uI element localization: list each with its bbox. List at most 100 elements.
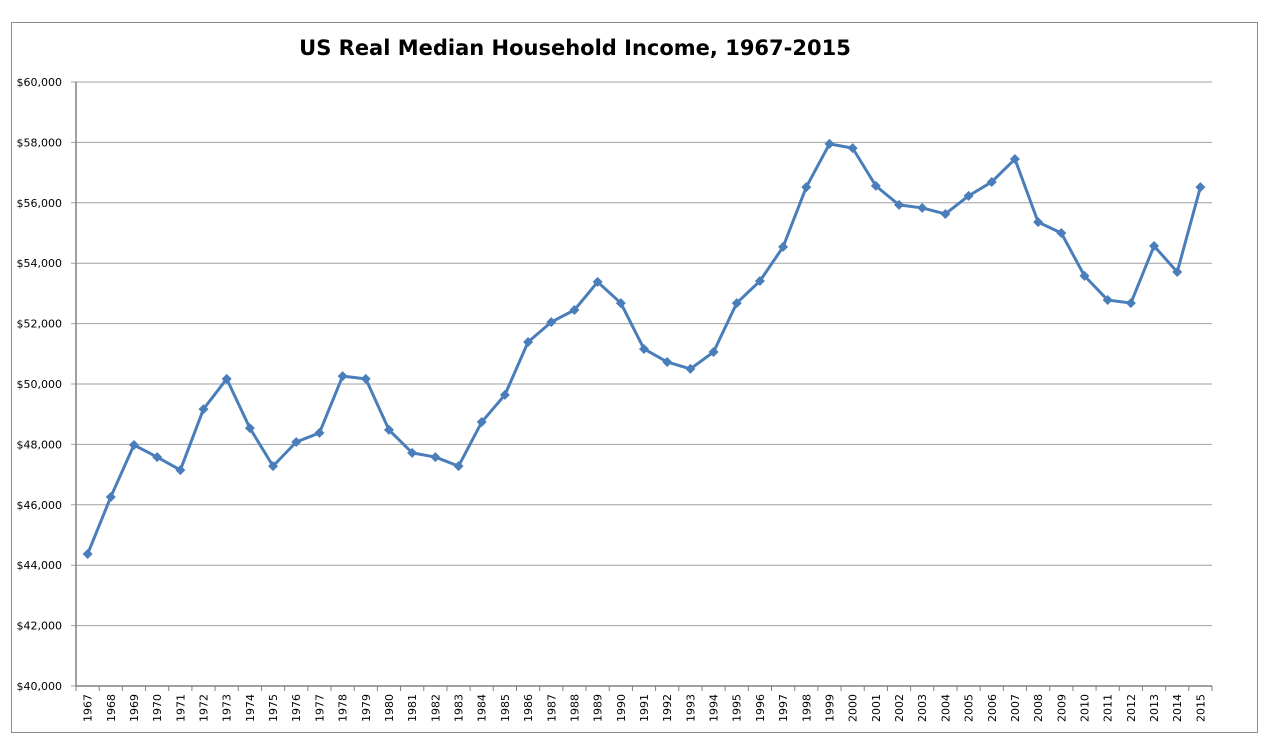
x-tick-label: 2009 [1055,694,1068,722]
data-point-marker [198,404,209,415]
data-point-marker [685,363,696,374]
x-tick-label: 2013 [1148,694,1161,722]
x-tick-label: 1998 [800,694,813,722]
data-point-marker [917,202,928,213]
x-tick-label: 1971 [174,694,187,722]
data-point-marker [546,317,557,328]
x-tick-label: 1984 [476,694,489,722]
x-tick-label: 1979 [360,694,373,722]
x-tick-label: 1974 [244,694,257,722]
chart-frame [11,22,1258,733]
x-tick-label: 2007 [1009,694,1022,722]
data-point-marker [1079,270,1090,281]
data-point-marker [291,436,302,447]
data-point-marker [453,461,464,472]
x-tick-label: 2008 [1032,694,1045,722]
x-tick-label: 1999 [823,694,836,722]
x-tick-label: 1976 [290,694,303,722]
data-point-marker [778,241,789,252]
data-point-marker [476,417,487,428]
y-tick-label: $42,000 [17,620,63,633]
y-tick-label: $40,000 [17,680,63,693]
x-tick-label: 1995 [731,694,744,722]
y-tick-label: $46,000 [17,499,63,512]
data-point-marker [847,143,858,154]
x-tick-label: 1997 [777,694,790,722]
data-point-marker [1125,298,1136,309]
x-tick-label: 2010 [1078,694,1091,722]
x-tick-label: 1994 [708,694,721,722]
x-tick-label: 1987 [545,694,558,722]
data-point-marker [1172,266,1183,277]
data-point-marker [870,180,881,191]
y-tick-label: $56,000 [17,197,63,210]
x-tick-label: 1985 [499,694,512,722]
data-point-marker [523,337,534,348]
data-point-marker [940,208,951,219]
data-point-marker [105,491,116,502]
data-point-marker [894,199,905,210]
x-tick-label: 1973 [221,694,234,722]
data-point-marker [244,423,255,434]
chart-title: US Real Median Household Income, 1967-20… [299,36,851,60]
data-point-marker [1195,182,1206,193]
data-point-marker [801,182,812,193]
data-point-marker [407,447,418,458]
x-tick-label: 2006 [986,694,999,722]
x-tick-label: 2004 [939,694,952,722]
data-point-marker [499,389,510,400]
x-tick-label: 2001 [870,694,883,722]
data-point-marker [1033,217,1044,228]
x-tick-label: 1989 [592,694,605,722]
data-point-marker [430,452,441,463]
data-point-marker [221,373,232,384]
x-tick-label: 2003 [916,694,929,722]
x-tick-label: 2015 [1194,694,1207,722]
data-point-marker [1009,154,1020,165]
data-point-marker [963,190,974,201]
x-tick-label: 1969 [128,694,141,722]
x-tick-label: 1975 [267,694,280,722]
x-tick-label: 1981 [406,694,419,722]
y-tick-label: $54,000 [17,257,63,270]
data-point-marker [82,549,93,560]
x-tick-label: 1991 [638,694,651,722]
data-point-marker [175,465,186,476]
data-point-marker [615,298,626,309]
y-tick-label: $50,000 [17,378,63,391]
x-tick-label: 2011 [1102,694,1115,722]
x-tick-label: 2002 [893,694,906,722]
y-tick-label: $58,000 [17,136,63,149]
x-tick-label: 1983 [453,694,466,722]
x-tick-label: 1992 [661,694,674,722]
data-point-marker [662,356,673,367]
x-tick-label: 1986 [522,694,535,722]
x-tick-label: 1970 [151,694,164,722]
y-tick-label: $48,000 [17,438,63,451]
data-point-marker [152,452,163,463]
x-tick-label: 1990 [615,694,628,722]
y-tick-label: $44,000 [17,559,63,572]
x-tick-label: 2000 [847,694,860,722]
x-tick-label: 2014 [1171,694,1184,722]
x-tick-label: 1993 [684,694,697,722]
data-point-marker [314,427,325,438]
x-tick-label: 1982 [429,694,442,722]
data-point-marker [1056,228,1067,238]
data-point-marker [337,371,348,382]
x-tick-label: 2005 [963,694,976,722]
x-tick-label: 1980 [383,694,396,722]
data-point-marker [360,373,371,384]
data-point-marker [824,138,835,149]
data-point-marker [708,346,719,357]
x-tick-label: 1968 [105,694,118,722]
x-tick-label: 1996 [754,694,767,722]
y-tick-label: $60,000 [17,76,63,89]
data-point-marker [639,343,649,354]
data-point-marker [986,176,997,187]
data-point-marker [1149,240,1160,251]
data-point-marker [569,305,580,316]
data-point-marker [383,424,394,435]
x-tick-label: 2012 [1125,694,1138,722]
